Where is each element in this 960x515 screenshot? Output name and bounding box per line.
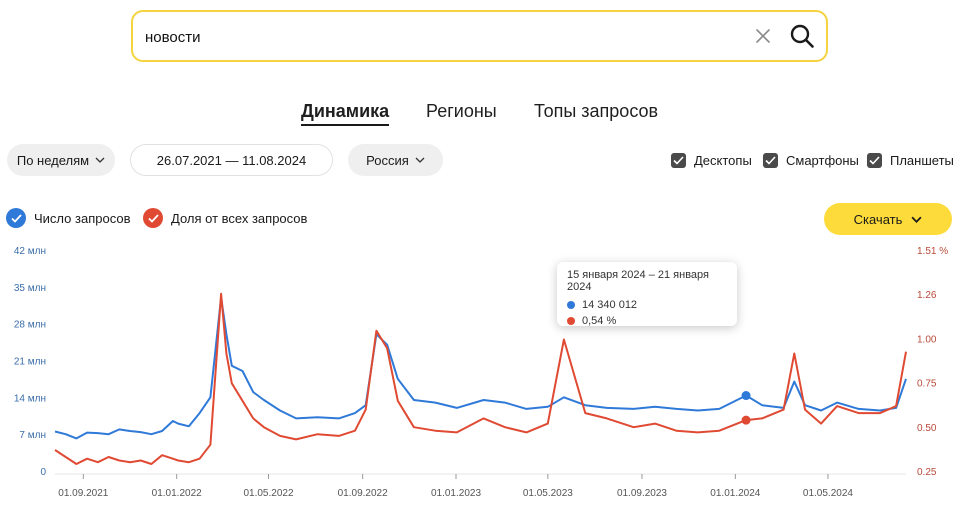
clear-icon[interactable]: [754, 27, 772, 45]
x-tick-label: 01.01.2023: [431, 488, 481, 499]
check-icon: [671, 152, 686, 168]
x-tick-label: 01.01.2022: [152, 488, 202, 499]
chevron-down-icon: [911, 216, 922, 223]
tab-dynamics[interactable]: Динамика: [301, 101, 390, 126]
period-select[interactable]: По неделям: [7, 144, 115, 176]
line-chart[interactable]: 0 7 млн 14 млн 21 млн 28 млн 35 млн 42 млн 0.25…: [0, 238, 960, 515]
region-label: Россия: [366, 152, 409, 168]
checkbox-label: Десктопы: [694, 152, 752, 168]
x-tick-label: 01.05.2024: [803, 488, 853, 499]
highlight-point-share: [741, 415, 751, 425]
search-icon[interactable]: [789, 23, 815, 49]
y-right-tick-label: 0.50: [917, 423, 937, 434]
x-tick-label: 01.05.2023: [523, 488, 573, 499]
chevron-down-icon: [95, 157, 105, 163]
series-line-share: [54, 292, 907, 465]
checkbox-desktops[interactable]: Десктопы: [671, 151, 752, 169]
highlight-point-queries: [741, 391, 751, 401]
legend-queries[interactable]: Число запросов: [6, 207, 130, 229]
check-icon: [143, 208, 163, 228]
y-left-tick-label: 21 млн: [14, 357, 46, 368]
download-button[interactable]: Скачать: [824, 203, 952, 235]
y-left-tick-label: 0: [40, 467, 46, 478]
download-label: Скачать: [853, 211, 903, 227]
chart-tooltip: 15 января 2024 – 21 января 2024 14 340 0…: [557, 262, 737, 327]
y-left-tick-label: 35 млн: [14, 283, 46, 294]
x-tick-label: 01.09.2023: [617, 488, 667, 499]
period-label: По неделям: [16, 152, 90, 168]
y-right-tick-label: 1.51 %: [917, 246, 948, 257]
y-right-tick-label: 0.25: [917, 467, 937, 478]
search-input[interactable]: [145, 24, 735, 50]
legend-label: Число запросов: [34, 210, 131, 226]
tabs: Динамика Регионы Топы запросов: [0, 101, 960, 126]
series-line-queries: [54, 296, 907, 440]
x-tick-label: 01.09.2022: [338, 488, 388, 499]
x-tick-label: 01.05.2022: [243, 488, 293, 499]
tooltip-title: 15 января 2024 – 21 января 2024: [567, 269, 709, 293]
y-right-tick-label: 0.75: [917, 379, 937, 390]
check-icon: [6, 208, 26, 228]
y-left-tick-label: 42 млн: [14, 246, 46, 257]
y-left-tick-label: 14 млн: [14, 393, 46, 404]
tooltip-queries-value: 14 340 012: [582, 299, 638, 311]
x-tick-label: 01.09.2021: [58, 488, 108, 499]
y-left-tick-label: 28 млн: [14, 320, 46, 331]
legend-label: Доля от всех запросов: [171, 210, 308, 226]
tab-regions[interactable]: Регионы: [426, 101, 497, 121]
y-right-tick-label: 1.26: [917, 290, 937, 301]
check-icon: [867, 152, 882, 168]
tooltip-share-value: 0,54 %: [582, 315, 617, 327]
series-dot-icon: [567, 301, 575, 309]
check-icon: [763, 152, 778, 168]
y-left-tick-label: 7 млн: [19, 430, 46, 441]
region-select[interactable]: Россия: [348, 144, 443, 176]
checkbox-tablets[interactable]: Планшеты: [867, 151, 954, 169]
search-box: [131, 10, 828, 62]
y-right-tick-label: 1.00: [917, 334, 937, 345]
legend-share[interactable]: Доля от всех запросов: [143, 207, 307, 229]
chevron-down-icon: [415, 157, 425, 163]
x-tick-label: 01.01.2024: [710, 488, 760, 499]
date-range-label: 26.07.2021 — 11.08.2024: [156, 152, 307, 168]
checkbox-label: Планшеты: [890, 152, 954, 168]
series-dot-icon: [567, 317, 575, 325]
tab-top-queries[interactable]: Топы запросов: [534, 101, 659, 121]
checkbox-smartphones[interactable]: Смартфоны: [763, 151, 859, 169]
checkbox-label: Смартфоны: [786, 152, 859, 168]
date-range-picker[interactable]: 26.07.2021 — 11.08.2024: [130, 144, 333, 176]
